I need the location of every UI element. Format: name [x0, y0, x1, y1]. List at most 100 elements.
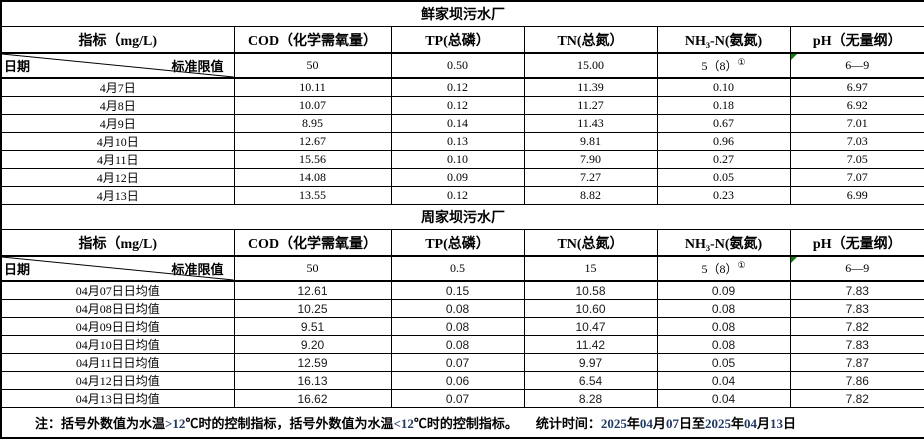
- limit-tn: 15: [523, 255, 658, 282]
- cell-cod: 13.55: [233, 186, 392, 205]
- cell-tp: 0.09: [390, 168, 525, 187]
- limit-tn: 15.00: [523, 52, 658, 79]
- cell-cod: 10.25: [233, 299, 392, 318]
- cell-nh3: 0.04: [656, 389, 791, 408]
- cell-ph: 7.82: [789, 389, 924, 408]
- cell-nh3: 0.08: [656, 335, 791, 354]
- plant-title: 鲜家坝污水厂: [0, 0, 924, 27]
- data-row: 4月11日 15.56 0.10 7.90 0.27 7.05: [0, 150, 924, 169]
- data-row: 4月7日 10.11 0.12 11.39 0.10 6.97: [0, 77, 924, 97]
- data-row: 4月10日 12.67 0.13 9.81 0.96 7.03: [0, 132, 924, 151]
- footnote: 注：括号外数值为水温>12℃时的控制指标，括号外数值为水温<12℃时的控制指标。…: [0, 407, 924, 439]
- cell-tp: 0.15: [390, 280, 525, 300]
- cell-tp: 0.14: [390, 114, 525, 133]
- date-axis-label: 日期: [4, 262, 31, 277]
- limit-nh3-value: 5（8）: [701, 59, 738, 73]
- cell-tn: 8.82: [523, 186, 658, 205]
- col-header-nh3: NH₃-N(氨氮): [656, 229, 791, 257]
- cell-nh3: 0.96: [656, 132, 791, 151]
- limit-cod: 50: [233, 255, 392, 282]
- cell-nh3: 0.08: [656, 317, 791, 336]
- footnote-segment: 年: [730, 416, 744, 431]
- footnote-segment: 统计时间：: [535, 416, 601, 431]
- footnote-segment: 13: [769, 416, 783, 431]
- limit-ph: 6—9: [789, 52, 924, 79]
- footnote-segment: 04: [743, 416, 757, 431]
- cell-nh3: 0.08: [656, 299, 791, 318]
- plant-title-row: 周家坝污水厂: [0, 204, 924, 230]
- cell-nh3: 0.67: [656, 114, 791, 133]
- cell-ph: 6.99: [789, 186, 924, 205]
- footnote-segment: 月: [756, 416, 770, 431]
- cell-ph: 7.01: [789, 114, 924, 133]
- row-date: 04月07日日均值: [0, 280, 235, 300]
- col-header-tp: TP(总磷）: [390, 229, 525, 257]
- cell-tp: 0.10: [390, 150, 525, 169]
- standard-limit-row: 日期 标准限值 50 0.5 15 5（8）① 6—9: [0, 255, 924, 282]
- cell-tn: 10.47: [523, 317, 658, 336]
- limit-cod: 50: [233, 52, 392, 79]
- limit-ph: 6—9: [789, 255, 924, 282]
- footnote-segment: 年: [626, 416, 640, 431]
- cell-ph: 6.92: [789, 96, 924, 115]
- cell-tn: 10.58: [523, 280, 658, 300]
- footnote-segment: 日至: [678, 416, 705, 431]
- cell-cod: 9.51: [233, 317, 392, 336]
- footnote-segment: 月: [652, 416, 666, 431]
- green-corner-flag-icon: [791, 54, 797, 60]
- cell-cod: 9.20: [233, 335, 392, 354]
- cell-nh3: 0.04: [656, 371, 791, 390]
- cell-ph: 7.07: [789, 168, 924, 187]
- cell-nh3: 0.10: [656, 77, 791, 97]
- footnote-segment: >12: [165, 416, 186, 431]
- cell-tn: 9.81: [523, 132, 658, 151]
- cell-ph: 7.03: [789, 132, 924, 151]
- cell-tn: 8.28: [523, 389, 658, 408]
- cell-tp: 0.12: [390, 96, 525, 115]
- data-row: 04月09日日均值 9.51 0.08 10.47 0.08 7.82: [0, 317, 924, 336]
- cell-tn: 11.39: [523, 77, 658, 97]
- data-row: 4月13日 13.55 0.12 8.82 0.23 6.99: [0, 186, 924, 205]
- cell-ph: 7.05: [789, 150, 924, 169]
- cell-cod: 14.08: [233, 168, 392, 187]
- cell-tp: 0.13: [390, 132, 525, 151]
- standard-limit-row: 日期 标准限值 50 0.50 15.00 5（8）① 6—9: [0, 52, 924, 79]
- standard-limit-label: 标准限值: [171, 59, 224, 74]
- cell-cod: 10.07: [233, 96, 392, 115]
- row-date: 4月12日: [0, 168, 235, 187]
- cell-nh3: 0.09: [656, 280, 791, 300]
- limit-nh3-footnote-mark: ①: [737, 260, 746, 270]
- row-date: 04月09日日均值: [0, 317, 235, 336]
- cell-nh3: 0.05: [656, 353, 791, 372]
- cell-tn: 9.97: [523, 353, 658, 372]
- date-limit-corner-cell: 日期 标准限值: [0, 52, 235, 79]
- data-row: 04月13日日均值 16.62 0.07 8.28 0.04 7.82: [0, 389, 924, 408]
- cell-tp: 0.12: [390, 186, 525, 205]
- row-date: 4月11日: [0, 150, 235, 169]
- cell-cod: 15.56: [233, 150, 392, 169]
- data-row: 04月07日日均值 12.61 0.15 10.58 0.09 7.83: [0, 280, 924, 300]
- row-date: 04月11日日均值: [0, 353, 235, 372]
- footnote-segment: ℃时的控制指标，括号外数值为水温: [185, 416, 394, 431]
- limit-nh3-footnote-mark: ①: [737, 57, 746, 67]
- col-header-tn: TN(总氮）: [523, 229, 658, 257]
- data-row: 4月12日 14.08 0.09 7.27 0.05 7.07: [0, 168, 924, 187]
- cell-cod: 12.67: [233, 132, 392, 151]
- data-row: 04月12日日均值 16.13 0.06 6.54 0.04 7.86: [0, 371, 924, 390]
- limit-nh3: 5（8）①: [656, 52, 791, 79]
- plant-title-row: 鲜家坝污水厂: [0, 0, 924, 27]
- cell-tp: 0.07: [390, 353, 525, 372]
- cell-cod: 12.59: [233, 353, 392, 372]
- col-header-ph: pH（无量纲）: [789, 229, 924, 257]
- cell-ph: 7.87: [789, 353, 924, 372]
- cell-nh3: 0.27: [656, 150, 791, 169]
- cell-nh3: 0.05: [656, 168, 791, 187]
- col-header-tp: TP(总磷）: [390, 26, 525, 54]
- date-limit-corner-cell: 日期 标准限值: [0, 255, 235, 282]
- cell-tp: 0.12: [390, 77, 525, 97]
- cell-tn: 11.42: [523, 335, 658, 354]
- row-date: 4月8日: [0, 96, 235, 115]
- cell-ph: 7.83: [789, 299, 924, 318]
- col-header-tn: TN(总氮）: [523, 26, 658, 54]
- footnote-segment: 04: [639, 416, 653, 431]
